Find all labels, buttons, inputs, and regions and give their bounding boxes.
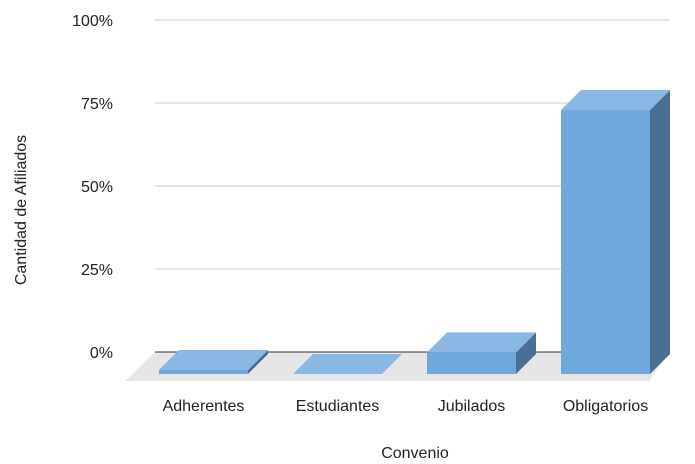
bar-jubilados [427,332,536,374]
x-tick-label: Obligatorios [563,398,648,415]
x-tick-label: Adherentes [163,398,245,415]
bar-side [650,90,670,374]
bar-front [159,370,248,374]
bar-obligatorios [561,90,670,374]
x-axis-title: Convenio [381,445,449,462]
x-tick-label: Estudiantes [296,398,380,415]
bar-estudiantes [293,354,402,374]
bar-front [427,352,516,374]
y-tick-label: 0% [90,345,113,362]
y-tick-label: 100% [72,13,113,30]
x-axis-ticks: Adherentes Estudiantes Jubilados Obligatori… [163,398,649,415]
bar-top [561,90,670,111]
bar-top [293,354,402,374]
y-axis-ticks: 0% 25% 50% 75% 100% [72,13,113,362]
y-tick-label: 50% [81,179,113,196]
x-tick-label: Jubilados [438,398,506,415]
bar-top [159,350,268,370]
bars [159,90,670,374]
bar-side [516,332,536,374]
bar-front [561,110,650,374]
y-axis-title: Cantidad de Afiliados [13,135,30,285]
y-tick-label: 75% [81,96,113,113]
y-tick-label: 25% [81,262,113,279]
bar-adherentes [159,350,268,374]
bar-side [248,350,268,374]
bar-top [427,332,536,353]
